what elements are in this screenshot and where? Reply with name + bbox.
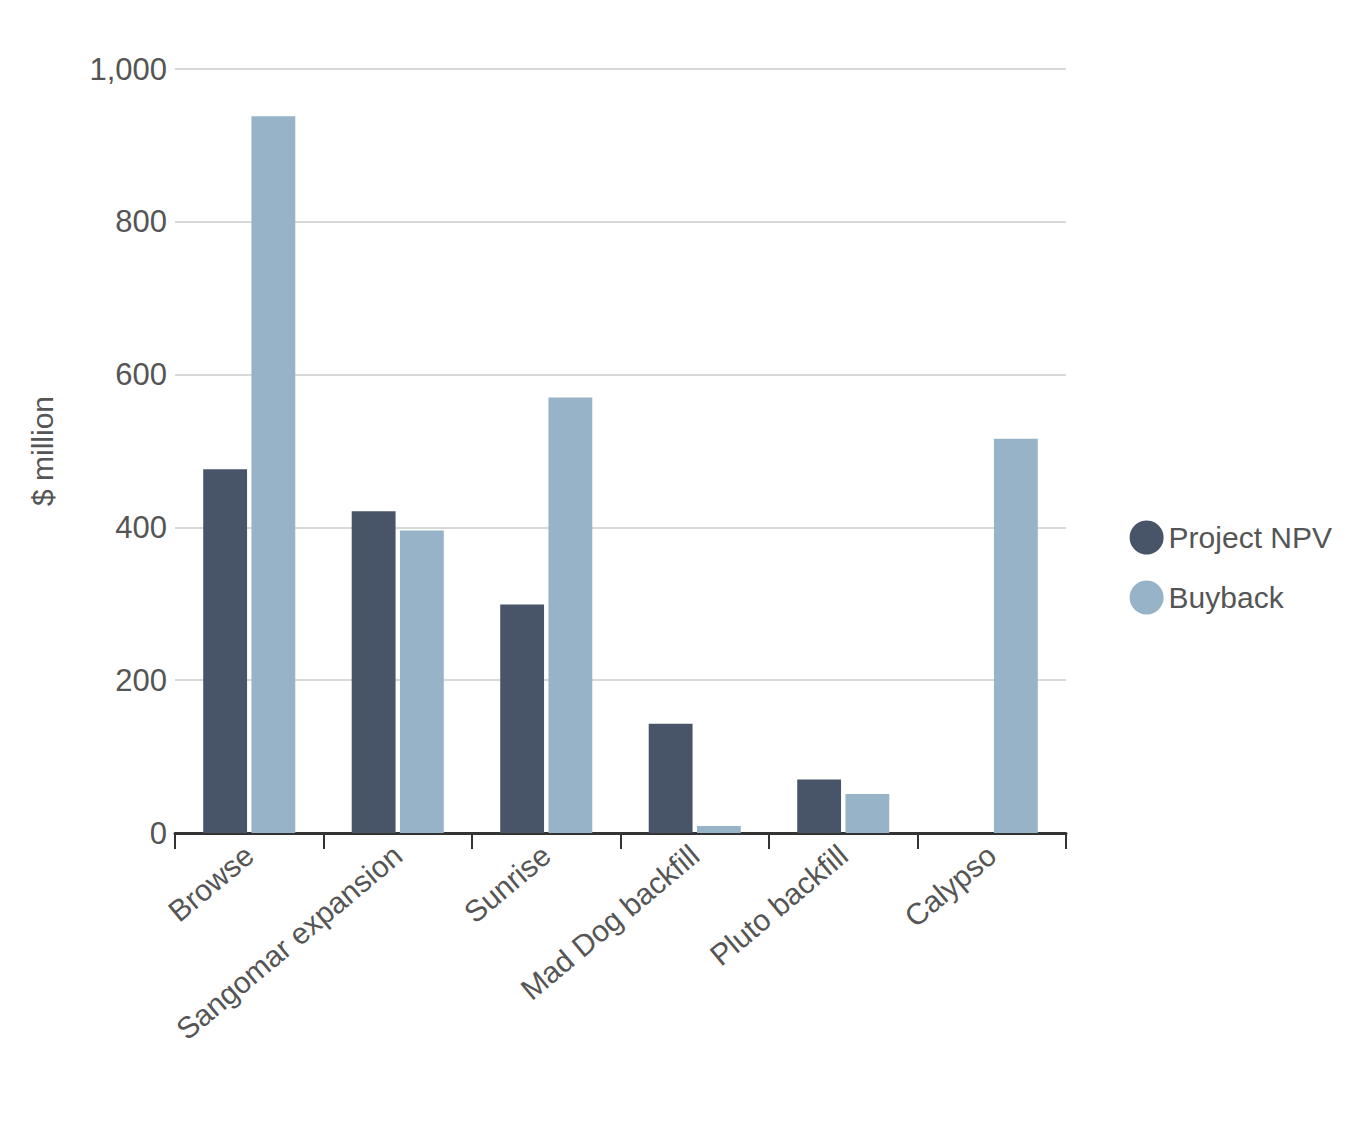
svg-text:Sunrise: Sunrise xyxy=(458,838,557,929)
svg-text:Calypso: Calypso xyxy=(898,838,1002,933)
svg-text:Browse: Browse xyxy=(162,838,260,928)
svg-text:1,000: 1,000 xyxy=(89,52,167,87)
svg-text:600: 600 xyxy=(115,357,167,392)
svg-text:400: 400 xyxy=(115,510,167,545)
svg-text:800: 800 xyxy=(115,204,167,239)
svg-text:0: 0 xyxy=(150,816,167,851)
svg-text:Mad Dog backfill: Mad Dog backfill xyxy=(514,838,705,1006)
svg-text:200: 200 xyxy=(115,663,167,698)
svg-text:Project NPV: Project NPV xyxy=(1169,521,1332,554)
svg-text:Buyback: Buyback xyxy=(1169,581,1285,614)
svg-text:Sangomar expansion: Sangomar expansion xyxy=(170,838,408,1046)
svg-text:Pluto backfill: Pluto backfill xyxy=(704,838,854,972)
svg-text:$ million: $ million xyxy=(26,396,59,506)
